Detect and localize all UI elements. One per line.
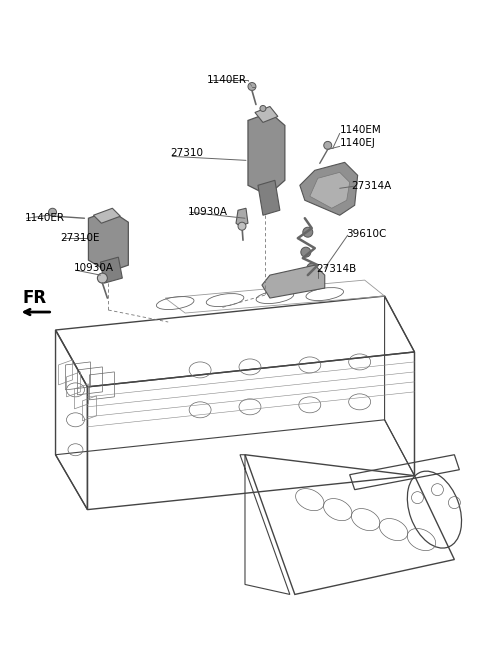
- Circle shape: [260, 106, 266, 112]
- Text: FR: FR: [23, 289, 47, 307]
- Polygon shape: [300, 162, 358, 215]
- Polygon shape: [94, 208, 120, 223]
- Text: 1140EJ: 1140EJ: [340, 139, 375, 148]
- Text: 27310: 27310: [170, 148, 203, 158]
- Polygon shape: [262, 265, 325, 298]
- Polygon shape: [236, 208, 248, 226]
- Text: 27310E: 27310E: [60, 233, 100, 243]
- Text: 27314B: 27314B: [316, 264, 356, 274]
- Circle shape: [301, 247, 311, 257]
- Polygon shape: [310, 172, 350, 208]
- Text: 39610C: 39610C: [346, 229, 386, 239]
- Polygon shape: [248, 112, 285, 195]
- Polygon shape: [258, 180, 280, 215]
- Text: 1140EM: 1140EM: [340, 125, 382, 135]
- Circle shape: [248, 83, 256, 91]
- Circle shape: [307, 263, 317, 273]
- Polygon shape: [255, 106, 278, 122]
- Text: 27314A: 27314A: [352, 181, 392, 191]
- Polygon shape: [100, 257, 122, 283]
- Polygon shape: [88, 210, 128, 272]
- Text: 1140ER: 1140ER: [24, 214, 65, 223]
- Text: 10930A: 10930A: [73, 263, 113, 273]
- Circle shape: [238, 222, 246, 230]
- Circle shape: [48, 208, 57, 216]
- Circle shape: [324, 141, 332, 149]
- Text: 10930A: 10930A: [188, 207, 228, 217]
- Circle shape: [303, 227, 313, 237]
- Circle shape: [97, 273, 108, 283]
- Text: 1140ER: 1140ER: [207, 74, 247, 85]
